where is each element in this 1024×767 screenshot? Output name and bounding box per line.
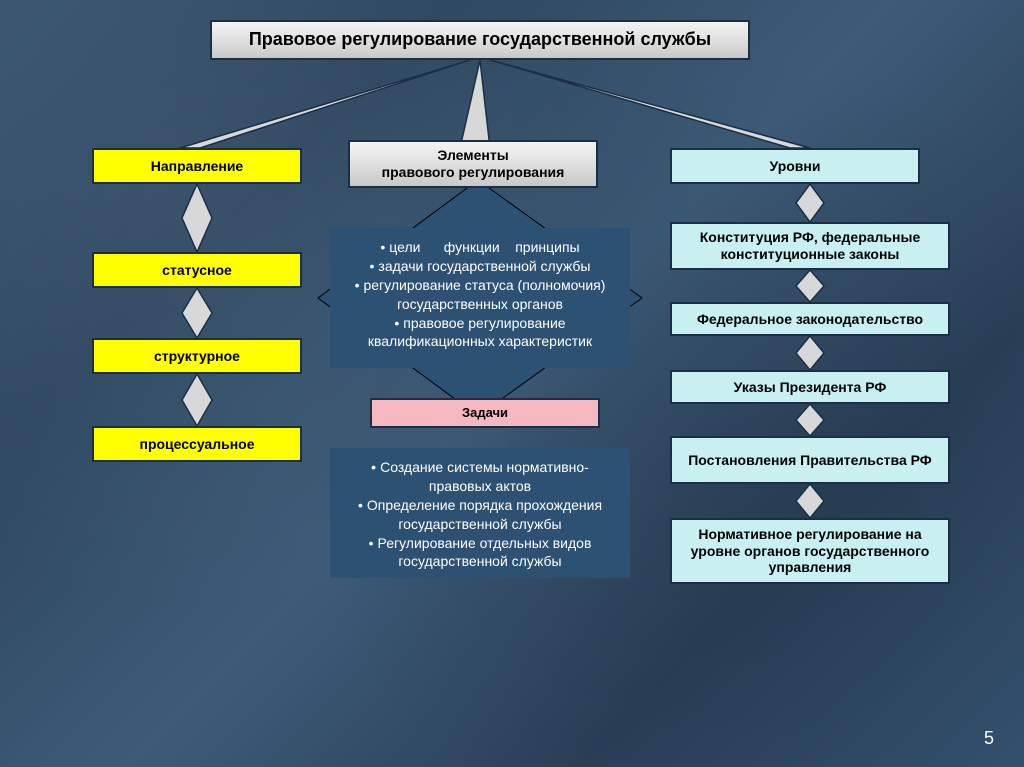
branch-left-header: Направление (92, 148, 302, 184)
tasks-line-1: Создание системы нормативно-правовых акт… (342, 458, 618, 496)
elements-line-1: цели функции принципы (342, 238, 618, 257)
title-text: Правовое регулирование государственной с… (249, 29, 711, 51)
right-item-2-label: Федеральное законодательство (697, 311, 923, 328)
right-item-3-label: Указы Президента РФ (734, 379, 887, 396)
title-box: Правовое регулирование государственной с… (210, 20, 750, 60)
branch-mid-label: Элементы правового регулирования (382, 147, 565, 181)
right-item-3: Указы Президента РФ (670, 370, 950, 404)
left-item-1-label: статусное (162, 262, 232, 279)
right-item-5-label: Нормативное регулирование на уровне орга… (678, 526, 942, 576)
tasks-line-2: Определение порядка прохождения государс… (342, 496, 618, 534)
elements-line-3: регулирование статуса (полномочия) госуд… (342, 276, 618, 314)
left-item-2: структурное (92, 338, 302, 374)
tasks-header-label: Задачи (462, 405, 508, 421)
elements-line-4: правовое регулирование квалификационных … (342, 314, 618, 352)
branch-left-label: Направление (151, 158, 243, 175)
branch-mid-header: Элементы правового регулирования (348, 140, 598, 188)
branch-right-header: Уровни (670, 148, 920, 184)
tasks-panel: Создание системы нормативно-правовых акт… (330, 448, 630, 578)
right-item-1-label: Конституция РФ, федеральные конституцион… (678, 229, 942, 263)
left-item-3-label: процессуальное (139, 436, 254, 453)
right-item-4-label: Постановления Правительства РФ (688, 452, 932, 469)
right-item-4: Постановления Правительства РФ (670, 436, 950, 484)
tasks-header: Задачи (370, 398, 600, 428)
elements-line-2: задачи государственной службы (342, 257, 618, 276)
left-item-2-label: структурное (154, 348, 240, 365)
slide-number: 5 (984, 728, 994, 749)
left-item-3: процессуальное (92, 426, 302, 462)
right-item-5: Нормативное регулирование на уровне орга… (670, 518, 950, 584)
right-item-2: Федеральное законодательство (670, 302, 950, 336)
elements-panel: цели функции принципы задачи государстве… (330, 228, 630, 368)
tasks-line-3: Регулирование отдельных видов государств… (342, 534, 618, 572)
branch-right-label: Уровни (770, 158, 821, 175)
right-item-1: Конституция РФ, федеральные конституцион… (670, 222, 950, 270)
left-item-1: статусное (92, 252, 302, 288)
